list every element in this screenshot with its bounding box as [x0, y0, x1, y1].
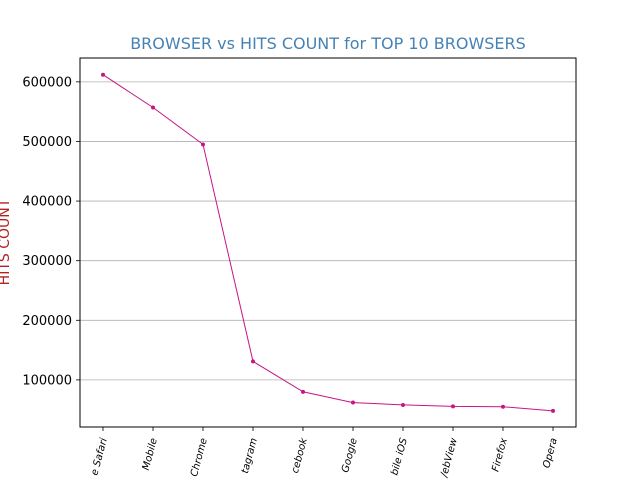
y-tick-label: 400000 — [22, 195, 72, 210]
y-axis-label: HITS COUNT — [0, 198, 13, 285]
data-point — [201, 142, 205, 147]
data-point — [101, 72, 105, 77]
x-tick-label: cebook — [290, 436, 310, 475]
x-tick-label: /ebView — [439, 436, 460, 479]
series-line — [101, 72, 555, 413]
y-tick-label: 100000 — [22, 373, 72, 388]
x-tick-label: tagram — [240, 437, 260, 475]
x-ticks: e Safari Mobile Chrome tagram cebook Google bi… — [89, 427, 560, 479]
data-point — [501, 404, 505, 409]
data-point — [251, 359, 255, 364]
x-tick-label: Chrome — [189, 437, 210, 478]
y-tick-label: 200000 — [22, 314, 72, 329]
x-tick-label: Opera — [541, 437, 560, 469]
y-tick-label: 500000 — [22, 135, 72, 150]
y-ticks: 100000 200000 300000 400000 500000 600000 — [22, 75, 80, 388]
data-point — [451, 404, 455, 409]
y-tick-label: 600000 — [22, 75, 72, 90]
y-tick-label: 300000 — [22, 254, 72, 269]
gridlines — [80, 81, 576, 381]
x-tick-label: Mobile — [141, 437, 160, 472]
axes — [79, 57, 577, 428]
series-line-path — [102, 74, 554, 412]
data-point — [351, 400, 355, 405]
x-tick-label: Google — [340, 437, 360, 474]
plot-frame — [79, 57, 577, 428]
data-point — [151, 105, 155, 110]
x-tick-label: e Safari — [89, 437, 110, 477]
x-tick-label: Firefox — [490, 437, 510, 473]
data-point — [551, 408, 555, 413]
data-point — [401, 402, 405, 407]
chart-title: BROWSER vs HITS COUNT for TOP 10 BROWSER… — [130, 34, 526, 53]
x-tick-label: bile iOS — [389, 436, 410, 476]
data-point — [301, 389, 305, 394]
